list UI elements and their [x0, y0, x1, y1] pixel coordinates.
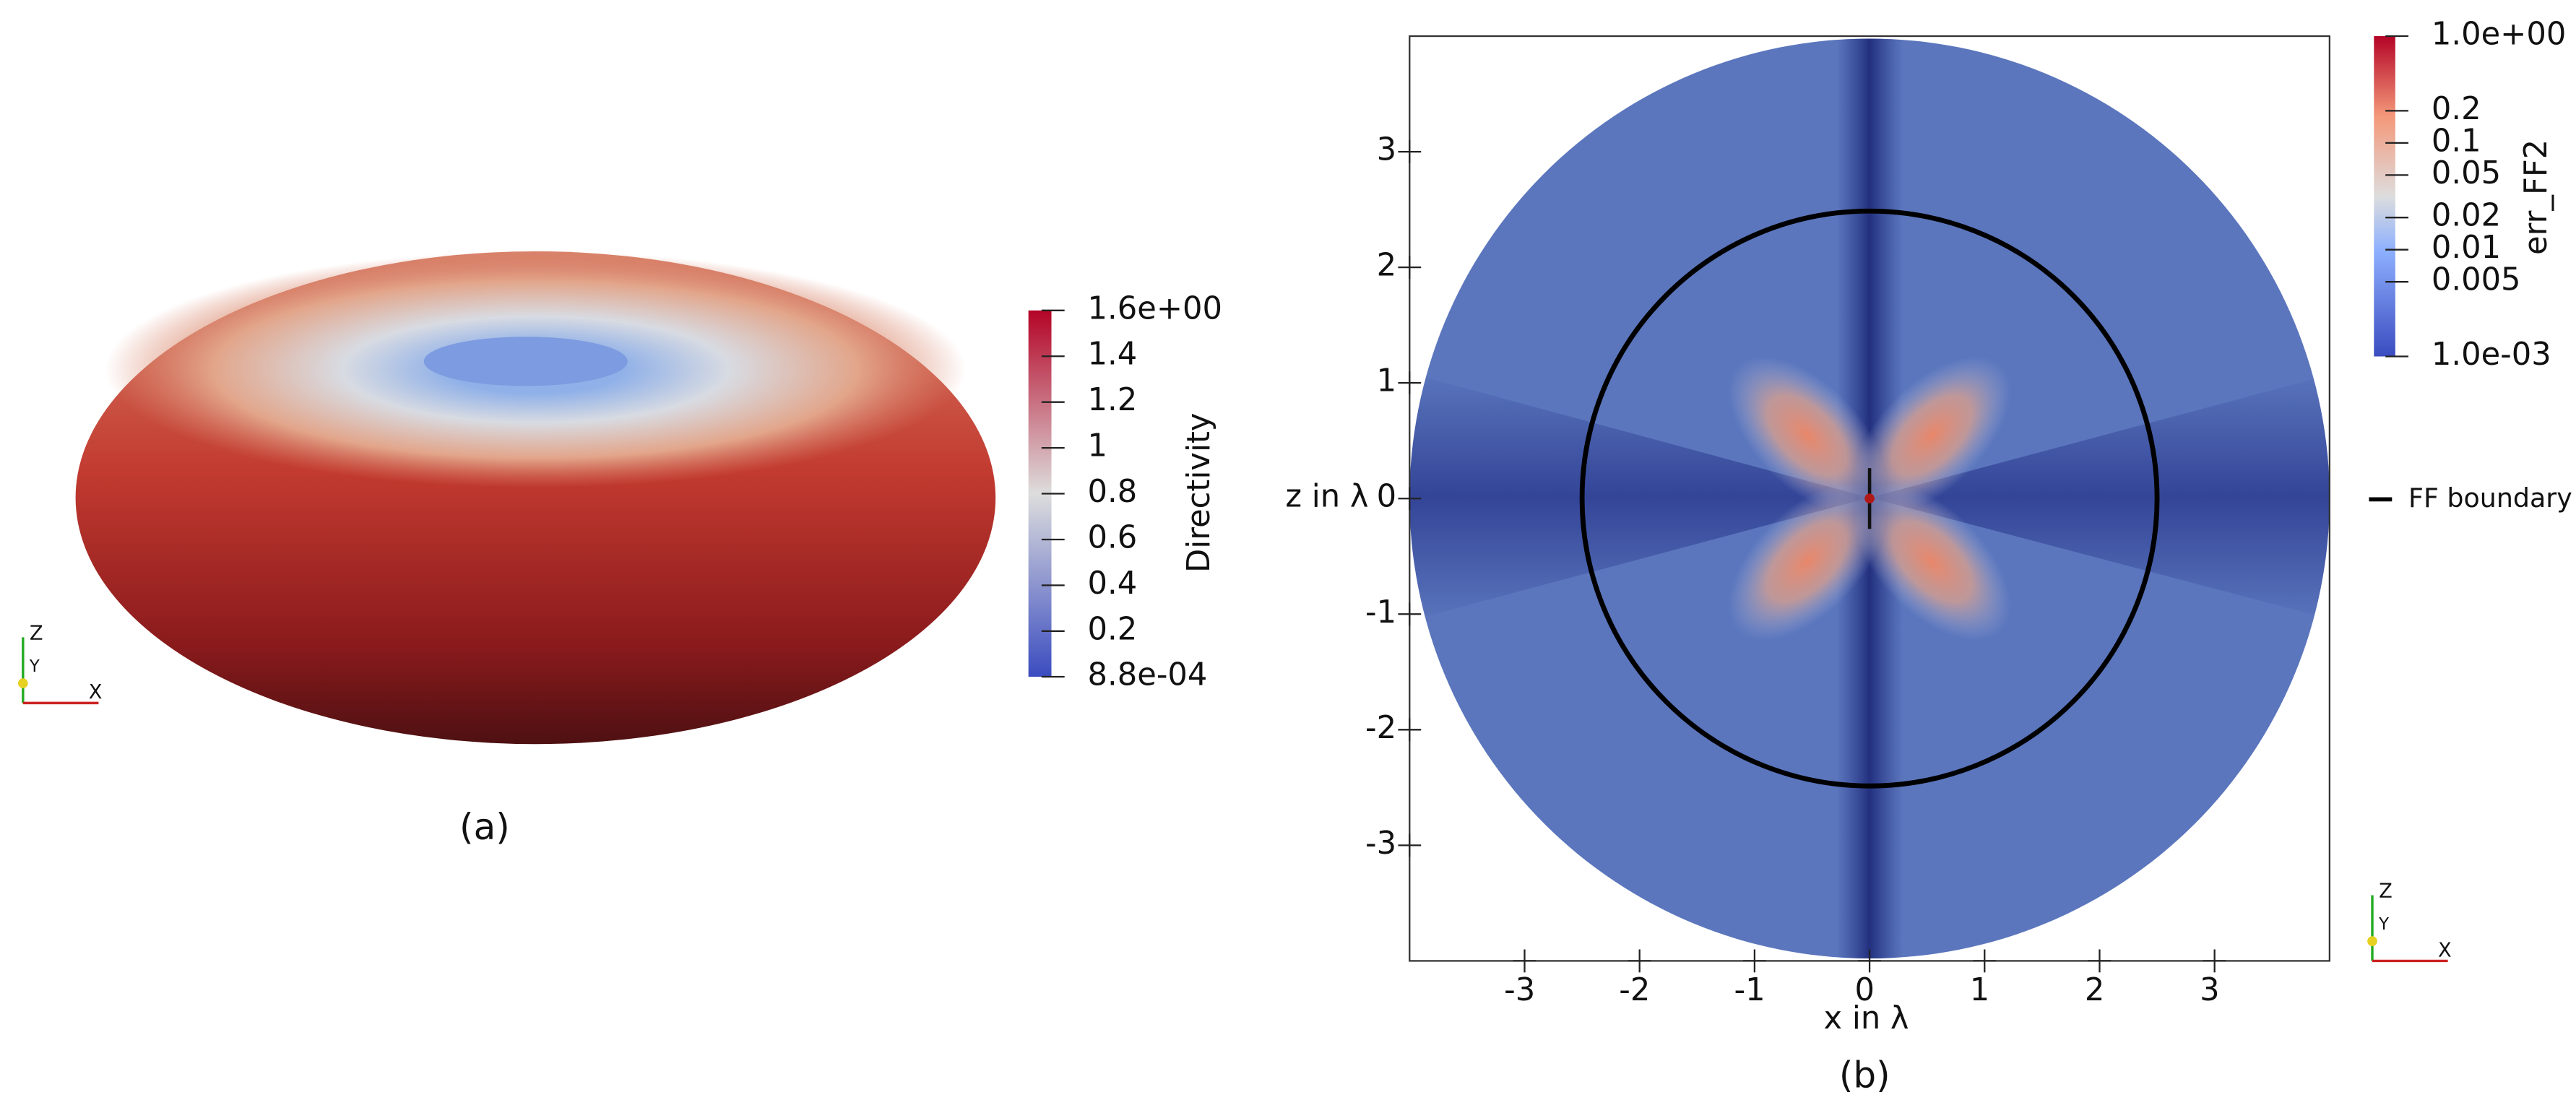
axis-label: Y: [29, 657, 40, 676]
axis-label: Z: [2379, 880, 2393, 902]
x-tick-label: 2: [2085, 972, 2105, 1008]
colorbar-label: Directivity: [1181, 413, 1217, 573]
colorbar-tick-label: 0.05: [2432, 155, 2501, 191]
field: [1409, 38, 2330, 958]
caption: (a): [459, 806, 510, 848]
y-tick-label: -2: [1365, 710, 1396, 746]
x-tick-label: -2: [1619, 972, 1650, 1008]
colorbar-tick-label: 1.0e-03: [2432, 337, 2551, 373]
legend-label: FF boundary: [2408, 482, 2572, 514]
axis-label: Z: [30, 622, 43, 644]
y-axis-label: z in λ: [1285, 479, 1368, 515]
colorbar-tick-label: 1.4: [1088, 337, 1138, 373]
axis-label: Y: [2378, 915, 2389, 934]
colorbar-tick-label: 0.01: [2432, 230, 2501, 266]
ff-boundary: [1579, 208, 2160, 789]
colorbar-tick-label: 8.8e-04: [1088, 657, 1208, 693]
x-axis-label: x in λ: [1824, 1000, 1909, 1036]
colorbar-tick-label: 0.005: [2432, 262, 2521, 298]
colorbar-label: err_FF2: [2518, 139, 2554, 255]
colorbar-tick-label: 0.2: [2432, 91, 2481, 127]
y-tick-label: 2: [1377, 248, 1397, 284]
x-tick-label: -1: [1734, 972, 1765, 1008]
colorbar-tick-label: 1: [1088, 428, 1108, 464]
y-tick-label: -3: [1365, 826, 1396, 862]
colorbar-tick-label: 0.4: [1088, 566, 1138, 602]
x-tick-label: 1: [1970, 972, 1990, 1008]
y-tick-label: 3: [1377, 132, 1397, 168]
colorbar-tick-label: 1.0e+00: [2432, 17, 2566, 53]
colorbar-tick-label: 1.2: [1088, 382, 1138, 418]
axis-label: X: [89, 681, 103, 703]
x-tick-label: 0: [1855, 972, 1875, 1008]
axis-label: X: [2438, 939, 2452, 961]
torus: [75, 251, 996, 745]
colorbar: [2374, 36, 2395, 357]
y-tick-label: 0: [1377, 479, 1397, 515]
colorbar-tick-label: 0.2: [1088, 611, 1138, 647]
x-tick-label: 3: [2200, 972, 2220, 1008]
axis-dot: [2367, 936, 2377, 946]
colorbar-tick-label: 1.6e+00: [1088, 290, 1222, 326]
y-tick-label: -1: [1365, 594, 1396, 631]
colorbar-tick-label: 0.8: [1088, 474, 1138, 510]
colorbar-tick-label: 0.1: [2432, 123, 2481, 159]
y-tick-label: 1: [1377, 363, 1397, 399]
x-tick-label: -3: [1504, 972, 1535, 1008]
caption: (b): [1839, 1054, 1890, 1096]
colorbar-tick-label: 0.02: [2432, 198, 2501, 234]
axis-dot: [18, 678, 28, 688]
colorbar-tick-label: 0.6: [1088, 519, 1138, 555]
